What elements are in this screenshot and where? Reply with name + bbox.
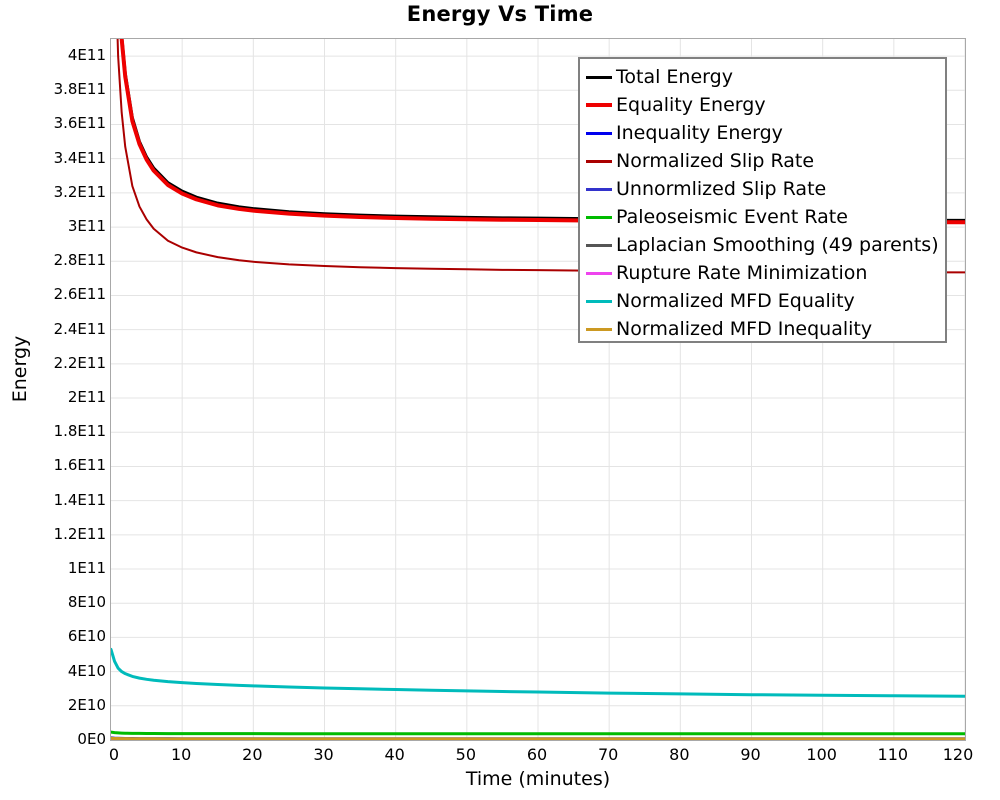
- legend-color-swatch: [586, 271, 612, 275]
- legend-item-label: Normalized MFD Equality: [616, 289, 855, 312]
- x-tick-label: 80: [669, 745, 690, 764]
- legend-item-label: Paleoseismic Event Rate: [616, 205, 848, 228]
- legend-color-swatch: [586, 215, 612, 219]
- legend-item-label: Laplacian Smoothing (49 parents): [616, 233, 939, 256]
- y-tick-label: 4E11: [67, 46, 106, 65]
- legend-item[interactable]: Normalized MFD Inequality: [586, 315, 939, 343]
- x-tick-label: 90: [740, 745, 761, 764]
- legend-color-swatch: [586, 187, 612, 191]
- y-tick-label: 2.2E11: [53, 353, 106, 372]
- legend-item-label: Normalized Slip Rate: [616, 149, 815, 172]
- legend-item[interactable]: Rupture Rate Minimization: [586, 259, 939, 287]
- legend-color-swatch: [586, 299, 612, 303]
- chart-legend[interactable]: Total Energy Equality Energy Inequality En…: [578, 57, 947, 343]
- y-tick-label: 2E10: [67, 695, 106, 714]
- legend-color-swatch: [586, 159, 612, 163]
- x-tick-label: 10: [170, 745, 192, 764]
- legend-item[interactable]: Normalized Slip Rate: [586, 147, 939, 175]
- legend-item-label: Unnormlized Slip Rate: [616, 177, 827, 200]
- legend-item[interactable]: Equality Energy: [586, 91, 939, 119]
- y-tick-label: 2.4E11: [53, 319, 106, 338]
- legend-item[interactable]: Inequality Energy: [586, 119, 939, 147]
- y-tick-label: 4E10: [67, 661, 106, 680]
- chart-title: Energy Vs Time: [406, 2, 594, 26]
- legend-item[interactable]: Normalized MFD Equality: [586, 287, 939, 315]
- legend-item-label: Rupture Rate Minimization: [616, 261, 868, 284]
- legend-item[interactable]: Total Energy: [586, 63, 939, 91]
- legend-item-label: Equality Energy: [616, 93, 766, 116]
- y-tick-label: 1E11: [67, 559, 106, 578]
- x-tick-label: 20: [242, 745, 263, 764]
- y-tick-label: 3.6E11: [53, 114, 106, 133]
- x-tick-label: 50: [455, 745, 477, 764]
- legend-item[interactable]: Unnormlized Slip Rate: [586, 175, 939, 203]
- y-tick-label: 8E10: [67, 593, 106, 612]
- series-line: [111, 730, 965, 736]
- y-tick-label: 3.4E11: [53, 148, 106, 167]
- x-tick-label: 120: [942, 745, 974, 764]
- legend-item[interactable]: Laplacian Smoothing (49 parents): [586, 231, 939, 259]
- x-tick-label: 70: [597, 745, 619, 764]
- x-tick-label: 40: [384, 745, 405, 764]
- legend-color-swatch: [586, 131, 612, 135]
- legend-item-label: Total Energy: [616, 65, 733, 88]
- x-axis-tick-labels: 0 10 20 30 40 50 60 70 80 90 100 110 120: [108, 745, 973, 769]
- y-axis-tick-labels: 0E0 2E10 4E10 6E10 8E10 1E11 1.2E11 1.4E11 1.6E1…: [22, 38, 106, 748]
- x-tick-label: 0: [108, 745, 120, 764]
- legend-item[interactable]: Paleoseismic Event Rate: [586, 203, 939, 231]
- legend-item-label: Inequality Energy: [616, 121, 783, 144]
- legend-item-label: Normalized MFD Inequality: [616, 317, 873, 340]
- x-axis-title: Time (minutes): [465, 768, 611, 790]
- y-tick-label: 3.8E11: [53, 80, 106, 99]
- legend-color-swatch: [586, 75, 612, 79]
- y-tick-label: 2.8E11: [53, 251, 106, 270]
- legend-color-swatch: [586, 243, 612, 247]
- legend-color-swatch: [586, 103, 612, 107]
- legend-color-swatch: [586, 327, 612, 331]
- series-line: [111, 736, 965, 740]
- y-tick-label: 2E11: [67, 388, 106, 407]
- y-tick-label: 6E10: [67, 627, 106, 646]
- y-tick-label: 2.6E11: [53, 285, 106, 304]
- y-tick-label: 0E0: [77, 730, 106, 748]
- x-tick-label: 30: [313, 745, 334, 764]
- x-tick-label: 100: [806, 745, 837, 764]
- series-line: [111, 647, 965, 698]
- y-tick-label: 3E11: [67, 217, 106, 236]
- x-tick-label: 60: [526, 745, 548, 764]
- y-tick-label: 3.2E11: [53, 182, 106, 201]
- x-tick-label: 110: [877, 745, 909, 764]
- y-tick-label: 1.8E11: [53, 422, 106, 441]
- y-tick-label: 1.6E11: [53, 456, 106, 475]
- y-tick-label: 1.4E11: [53, 490, 106, 509]
- y-tick-label: 1.2E11: [53, 524, 106, 543]
